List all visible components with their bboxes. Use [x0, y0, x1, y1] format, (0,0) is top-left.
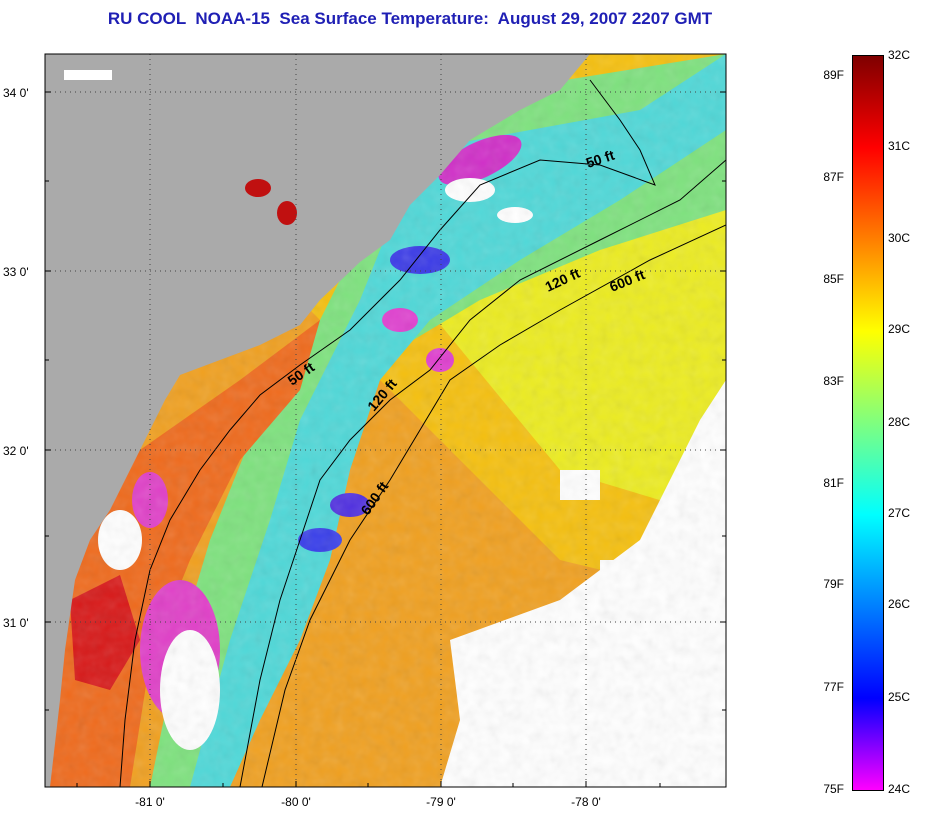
colorbar-label-85f: 85F [823, 272, 844, 286]
colorbar-label-77f: 77F [823, 680, 844, 694]
colorbar-label-81f: 81F [823, 476, 844, 490]
colorbar-label-25c: 25C [888, 690, 911, 704]
lon-label-81: -81 0' [135, 795, 165, 809]
map-title: RU COOL NOAA-15 Sea Surface Temperature:… [107, 9, 713, 28]
lon-label-78: -78 0' [571, 795, 601, 809]
lon-label-79: -79 0' [426, 795, 456, 809]
axis-ticks [45, 91, 726, 787]
colorbar-label-27c: 27C [888, 506, 911, 520]
colorbar-gradient [853, 56, 883, 790]
colorbar-label-32c: 32C [888, 48, 911, 62]
hot-island [277, 201, 297, 225]
colorbar-label-29c: 29C [888, 322, 911, 336]
plot-area [45, 54, 726, 787]
colorbar-label-26c: 26C [888, 597, 911, 611]
colorbar-label-89f: 89F [823, 68, 844, 82]
colorbar-label-30c: 30C [888, 231, 911, 245]
contour-600ft [261, 224, 726, 787]
contour-120ft [239, 159, 726, 787]
colorbar-label-79f: 79F [823, 577, 844, 591]
hot-island [245, 179, 271, 197]
colorbar-label-75f: 75F [823, 782, 844, 796]
colorbar-label-24c: 24C [888, 782, 911, 796]
lat-label-34: 34 0' [3, 86, 29, 100]
lat-label-32: 32 0' [3, 444, 29, 458]
cloud-patch-land [64, 70, 112, 80]
colorbar-label-31c: 31C [888, 139, 911, 153]
lat-label-31: 31 0' [3, 616, 29, 630]
lat-label-33: 33 0' [3, 265, 29, 279]
colorbar-label-28c: 28C [888, 415, 911, 429]
land-mass [45, 54, 590, 787]
map-frame [44, 53, 727, 788]
colorbar-label-83f: 83F [823, 374, 844, 388]
colorbar [852, 55, 884, 791]
colorbar-label-87f: 87F [823, 170, 844, 184]
graticule [45, 54, 726, 787]
lon-label-80: -80 0' [281, 795, 311, 809]
